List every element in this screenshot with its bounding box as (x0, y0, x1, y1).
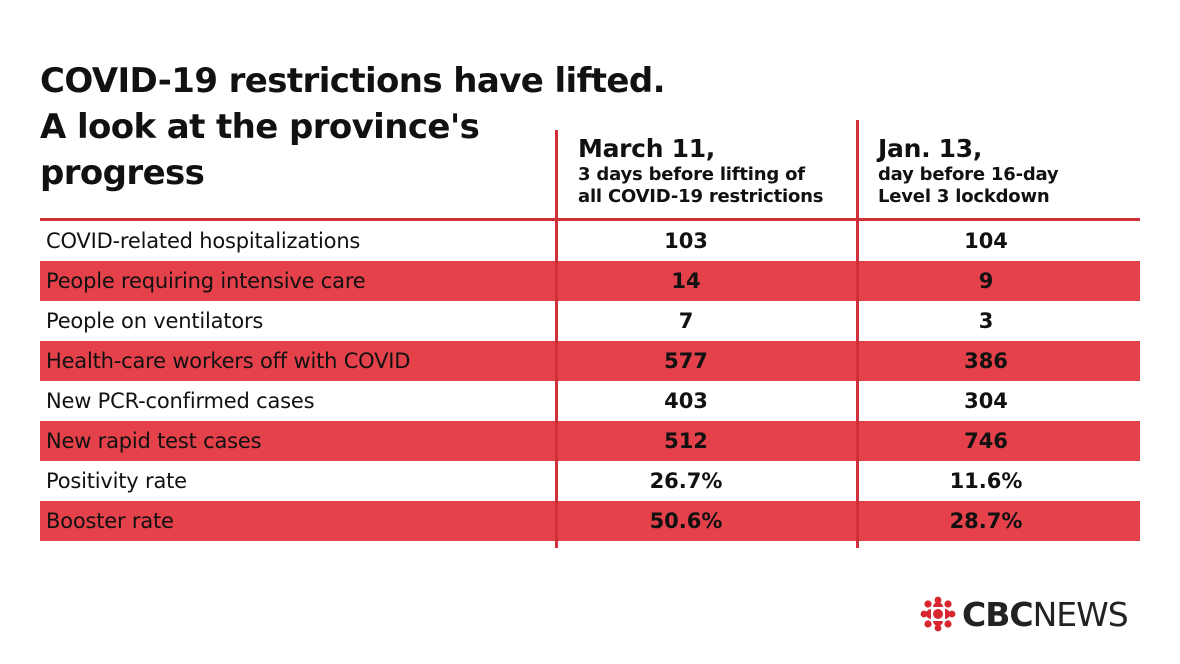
column-divider (555, 130, 558, 548)
value-jan-13: 3 (886, 301, 1086, 341)
table-row: COVID-related hospitalizations 103 104 (40, 221, 1140, 261)
cbc-news-logo: CBC NEWS (920, 594, 1128, 634)
column-heading: Jan. 13, (878, 134, 1058, 164)
value-jan-13: 104 (886, 221, 1086, 261)
brand-cbc: CBC (962, 595, 1033, 634)
row-label: People on ventilators (46, 301, 263, 341)
column-subheading-line-2: all COVID-19 restrictions (578, 186, 823, 208)
value-jan-13: 304 (886, 381, 1086, 421)
value-jan-13: 746 (886, 421, 1086, 461)
row-label: New PCR-confirmed cases (46, 381, 314, 421)
value-march-11: 103 (586, 221, 786, 261)
row-label: Health-care workers off with COVID (46, 341, 410, 381)
table-row: People on ventilators 7 3 (40, 301, 1140, 341)
table-row: People requiring intensive care 14 9 (40, 261, 1140, 301)
column-subheading-line-1: 3 days before lifting of (578, 164, 823, 186)
column-subheading-line-1: day before 16-day (878, 164, 1058, 186)
column-heading: March 11, (578, 134, 823, 164)
value-march-11: 512 (586, 421, 786, 461)
title-line-1: COVID-19 restrictions have lifted. (40, 58, 700, 104)
table-row: Health-care workers off with COVID 577 3… (40, 341, 1140, 381)
brand-news: NEWS (1033, 595, 1128, 634)
data-table: COVID-related hospitalizations 103 104 P… (40, 221, 1140, 541)
table-row: New PCR-confirmed cases 403 304 (40, 381, 1140, 421)
column-header-march-11: March 11, 3 days before lifting of all C… (578, 134, 823, 208)
row-label: Positivity rate (46, 461, 187, 501)
value-march-11: 403 (586, 381, 786, 421)
column-divider (856, 120, 859, 548)
value-jan-13: 386 (886, 341, 1086, 381)
column-subheading-line-2: Level 3 lockdown (878, 186, 1058, 208)
value-jan-13: 11.6% (886, 461, 1086, 501)
row-label: COVID-related hospitalizations (46, 221, 360, 261)
cbc-gem-icon (920, 596, 956, 632)
table-row: Booster rate 50.6% 28.7% (40, 501, 1140, 541)
value-jan-13: 28.7% (886, 501, 1086, 541)
value-march-11: 26.7% (586, 461, 786, 501)
row-label: New rapid test cases (46, 421, 261, 461)
value-jan-13: 9 (886, 261, 1086, 301)
row-label: People requiring intensive care (46, 261, 366, 301)
column-header-jan-13: Jan. 13, day before 16-day Level 3 lockd… (878, 134, 1058, 208)
value-march-11: 50.6% (586, 501, 786, 541)
value-march-11: 14 (586, 261, 786, 301)
table-row: Positivity rate 26.7% 11.6% (40, 461, 1140, 501)
value-march-11: 7 (586, 301, 786, 341)
row-label: Booster rate (46, 501, 174, 541)
table-row: New rapid test cases 512 746 (40, 421, 1140, 461)
value-march-11: 577 (586, 341, 786, 381)
